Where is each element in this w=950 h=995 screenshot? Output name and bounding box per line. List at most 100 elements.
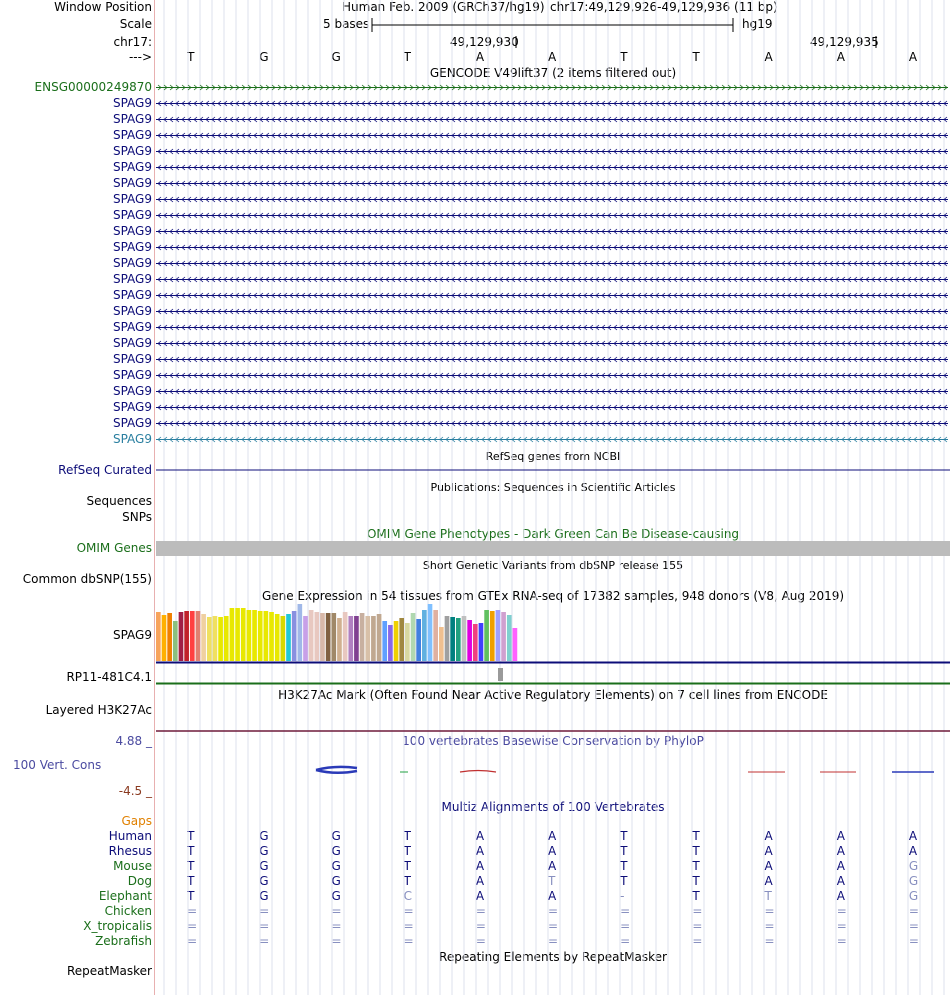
alignment-base: A [836, 874, 845, 888]
gencode-item-label[interactable]: SPAG9 [112, 96, 152, 110]
species-label[interactable]: Mouse [113, 859, 152, 873]
repeatmasker-label[interactable]: RepeatMasker [66, 964, 152, 978]
alignment-base: A [836, 844, 845, 858]
multiz-track-title[interactable]: Multiz Alignments of 100 Vertebrates [441, 800, 665, 814]
gtex-track-title[interactable]: Gene Expression in 54 tissues from GTEx … [261, 589, 845, 603]
gencode-item-label[interactable]: SPAG9 [112, 112, 152, 126]
gencode-item-label[interactable]: SPAG9 [112, 176, 152, 190]
alignment-base: A [764, 859, 773, 873]
alignment-base: G [259, 889, 269, 903]
chrom-label: chr17: [113, 35, 152, 49]
h3k27ac-track-title[interactable]: H3K27Ac Mark (Often Found Near Active Re… [278, 688, 828, 702]
gencode-item-label[interactable]: ENSG00000249870 [34, 80, 152, 94]
alignment-base: = [187, 919, 198, 933]
refseq-track-title[interactable]: RefSeq genes from NCBI [485, 450, 621, 463]
alignment-base: T [187, 874, 195, 888]
alignment-base: A [548, 859, 557, 873]
gencode-item-label[interactable]: SPAG9 [112, 288, 152, 302]
dbsnp-track-title[interactable]: Short Genetic Variants from dbSNP releas… [422, 559, 684, 572]
gencode-item-label[interactable]: SPAG9 [112, 432, 152, 446]
alignment-base: A [836, 889, 845, 903]
repeatmasker-track-title[interactable]: Repeating Elements by RepeatMasker [439, 950, 667, 964]
alignment-base: G [259, 874, 269, 888]
alignment-base: = [403, 919, 414, 933]
species-label[interactable]: Rhesus [108, 844, 152, 858]
rp11-label[interactable]: RP11-481C4.1 [66, 670, 152, 684]
gencode-item-label[interactable]: SPAG9 [112, 320, 152, 334]
alignment-base: T [187, 889, 195, 903]
alignment-base: = [692, 919, 703, 933]
alignment-base: A [764, 829, 773, 843]
base-letter: A [908, 50, 918, 64]
alignment-base: G [908, 874, 919, 888]
alignment-base: T [620, 859, 628, 873]
alignment-base: T [692, 844, 700, 858]
omim-track-title[interactable]: OMIM Gene Phenotypes - Dark Green Can Be… [366, 527, 740, 541]
alignment-base: = [331, 904, 342, 918]
gencode-item-label[interactable]: SPAG9 [112, 128, 152, 142]
base-letter: T [187, 50, 195, 64]
gencode-item-label[interactable]: SPAG9 [112, 304, 152, 318]
phylop-label[interactable]: 100 Vert. Cons [13, 758, 102, 772]
refseq-label[interactable]: RefSeq Curated [58, 463, 152, 477]
gencode-item-label[interactable]: SPAG9 [112, 160, 152, 174]
alignment-base: - [620, 889, 625, 903]
species-label[interactable]: Zebrafish [95, 934, 152, 948]
alignment-base: C [403, 889, 413, 903]
alignment-base: A [548, 844, 557, 858]
alignment-base: = [548, 904, 559, 918]
base-letter: G [259, 50, 269, 64]
base-letter: A [475, 50, 485, 64]
gencode-item-label[interactable]: SPAG9 [112, 240, 152, 254]
phylop-min-label: -4.5 _ [118, 784, 152, 798]
snps-label[interactable]: SNPs [122, 510, 152, 524]
species-label[interactable]: X_tropicalis [83, 919, 152, 933]
alignment-base: G [331, 874, 341, 888]
gtex-label[interactable]: SPAG9 [112, 628, 152, 642]
phylop-track-title[interactable]: 100 vertebrates Basewise Conservation by… [402, 734, 704, 748]
species-label[interactable]: Chicken [104, 904, 152, 918]
alignment-base: A [908, 829, 918, 843]
alignment-base: = [403, 934, 414, 948]
omim-label[interactable]: OMIM Genes [76, 541, 152, 555]
alignment-base: = [692, 934, 703, 948]
alignment-base: = [620, 904, 631, 918]
base-letter: A [836, 50, 845, 64]
gencode-item-label[interactable]: SPAG9 [112, 416, 152, 430]
alignment-base: = [475, 934, 486, 948]
dbsnp-label[interactable]: Common dbSNP(155) [22, 572, 152, 586]
alignment-base: = [475, 904, 486, 918]
gencode-item-label[interactable]: SPAG9 [112, 224, 152, 238]
alignment-base: T [692, 859, 700, 873]
alignment-base: = [908, 919, 919, 933]
gencode-item-label[interactable]: SPAG9 [112, 368, 152, 382]
gencode-track-title[interactable]: GENCODE V49lift37 (2 items filtered out) [429, 66, 677, 80]
alignment-base: G [331, 829, 341, 843]
alignment-base: = [548, 919, 559, 933]
gencode-item-label[interactable]: SPAG9 [112, 400, 152, 414]
gencode-item-label[interactable]: SPAG9 [112, 336, 152, 350]
gencode-item-label[interactable]: SPAG9 [112, 384, 152, 398]
alignment-base: T [548, 874, 556, 888]
gencode-item-label[interactable]: SPAG9 [112, 352, 152, 366]
species-label[interactable]: Human [108, 829, 152, 843]
gencode-item-label[interactable]: SPAG9 [112, 272, 152, 286]
alignment-base: = [475, 919, 486, 933]
base-letter: T [403, 50, 411, 64]
species-label[interactable]: Dog [127, 874, 152, 888]
gencode-item-label[interactable]: SPAG9 [112, 208, 152, 222]
publications-track-title[interactable]: Publications: Sequences in Scientific Ar… [430, 481, 676, 494]
gencode-item-label[interactable]: SPAG9 [112, 144, 152, 158]
sequences-label[interactable]: Sequences [86, 494, 152, 508]
h3k27ac-label[interactable]: Layered H3K27Ac [45, 703, 152, 717]
species-label[interactable]: Elephant [98, 889, 152, 903]
gencode-item-label[interactable]: SPAG9 [112, 256, 152, 270]
alignment-base: = [620, 919, 631, 933]
alignment-base: = [620, 934, 631, 948]
alignment-base: T [692, 874, 700, 888]
alignment-base: T [764, 889, 772, 903]
alignment-base: = [259, 919, 270, 933]
alignment-base: T [187, 859, 195, 873]
gencode-item-label[interactable]: SPAG9 [112, 192, 152, 206]
base-letter: T [620, 50, 628, 64]
